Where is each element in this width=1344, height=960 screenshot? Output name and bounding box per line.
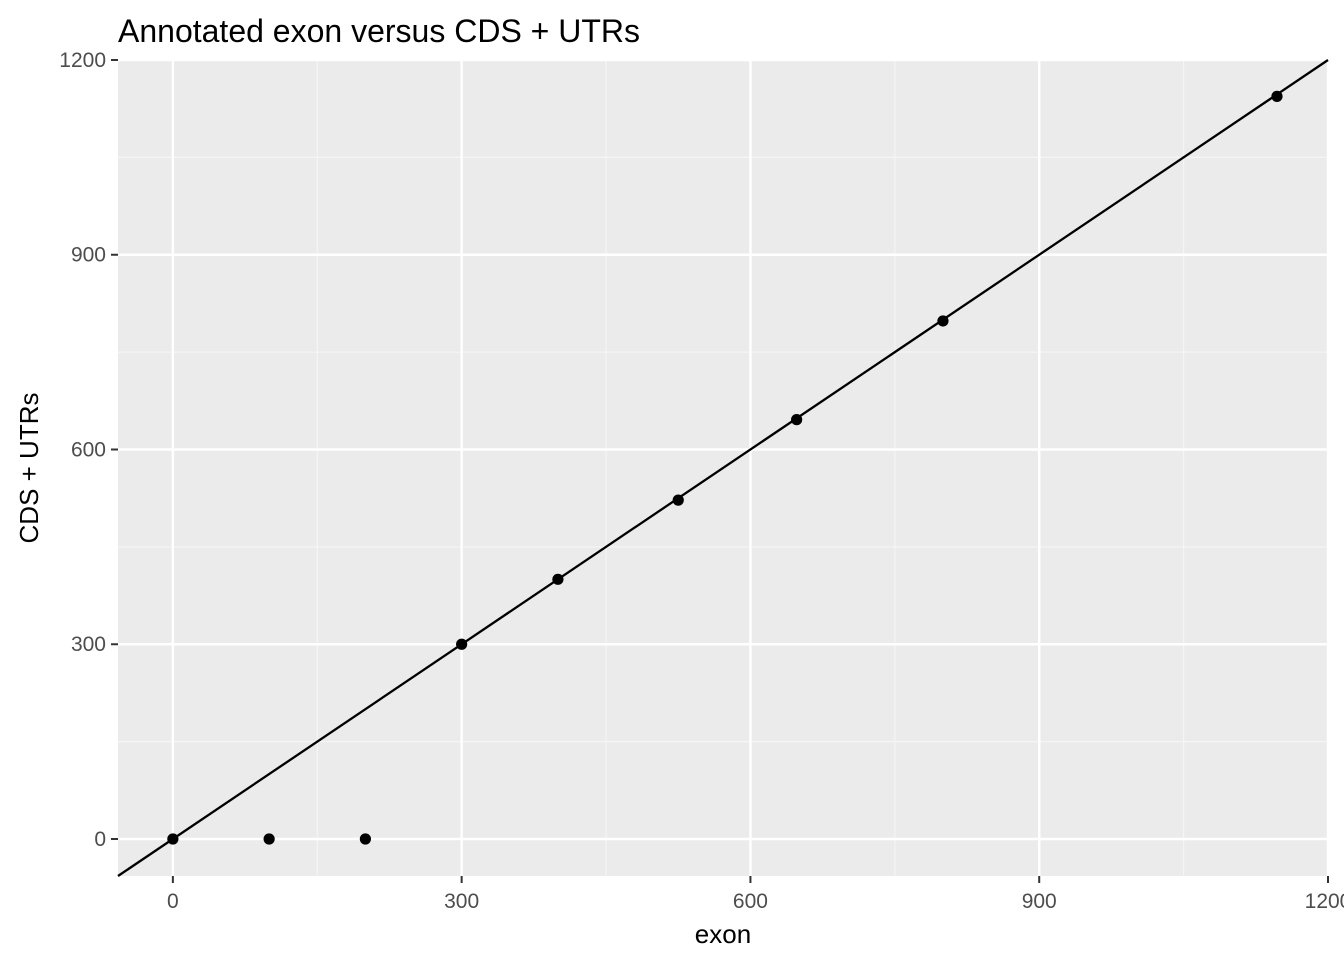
data-point xyxy=(263,833,275,845)
major-gridlines xyxy=(118,58,1330,876)
reference-line xyxy=(117,59,1329,877)
minor-gridlines xyxy=(118,60,1328,876)
reference-line-layer xyxy=(117,59,1329,877)
data-point xyxy=(552,573,564,585)
data-point xyxy=(456,638,468,650)
x-tick-label: 0 xyxy=(167,890,179,913)
y-tick-label: 900 xyxy=(71,244,106,267)
y-tick-label: 1200 xyxy=(59,49,106,72)
data-point xyxy=(167,833,179,845)
x-axis: 0 300 600 900 1200 xyxy=(167,876,1344,913)
data-point xyxy=(937,315,949,327)
y-axis-title: CDS + UTRs xyxy=(14,393,44,544)
data-point xyxy=(359,833,371,845)
y-tick-label: 600 xyxy=(71,438,106,461)
points-layer xyxy=(167,90,1283,845)
data-point xyxy=(672,494,684,506)
data-point xyxy=(1271,90,1283,102)
x-tick-label: 300 xyxy=(444,890,479,913)
data-point xyxy=(791,414,803,426)
y-axis: 0 300 600 900 1200 xyxy=(59,49,118,851)
chart-title: Annotated exon versus CDS + UTRs xyxy=(118,13,640,49)
x-axis-title: exon xyxy=(695,919,751,949)
x-tick-label: 600 xyxy=(733,890,768,913)
x-tick-label: 900 xyxy=(1022,890,1057,913)
y-tick-label: 0 xyxy=(94,828,106,851)
x-tick-label: 1200 xyxy=(1305,890,1344,913)
y-tick-label: 300 xyxy=(71,633,106,656)
